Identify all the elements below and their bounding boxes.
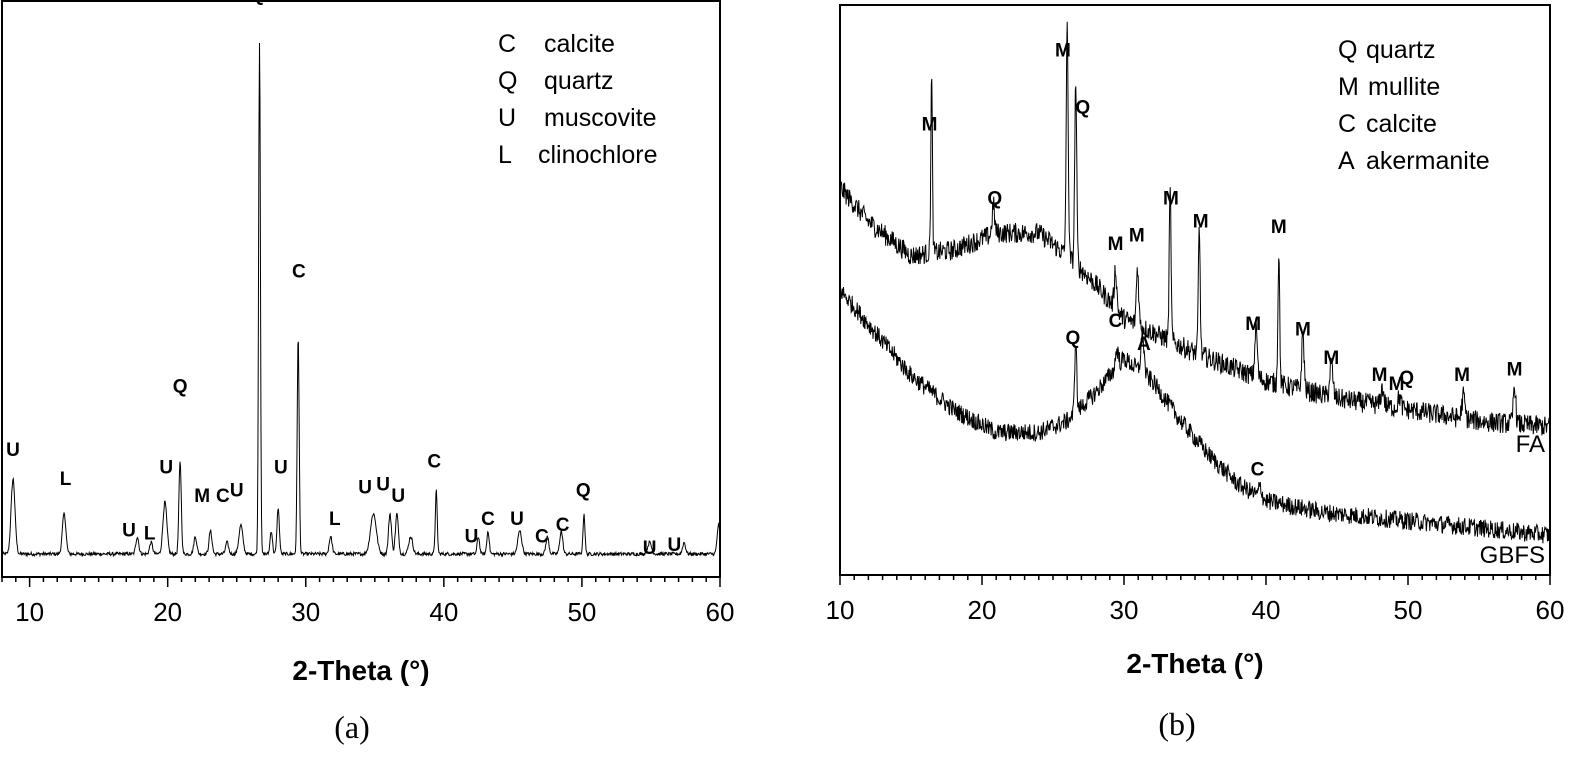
legend-b-name-akermanite: akermanite — [1366, 147, 1490, 175]
legend-b-name-calcite: calcite — [1366, 110, 1437, 138]
peak-label: M — [1389, 374, 1405, 395]
panel-b-gbfs-trace — [839, 286, 1551, 544]
peak-label: U — [159, 457, 173, 478]
peak-label: Q — [1075, 97, 1090, 118]
peak-label: L — [329, 509, 341, 530]
peak-label: M — [1108, 234, 1124, 255]
panel-b-caption: (b) — [1158, 706, 1195, 742]
peak-label: M — [1245, 314, 1261, 335]
peak-label: L — [60, 469, 72, 490]
legend-a-symbol-quartz: Q — [498, 67, 517, 95]
peak-label: U — [6, 440, 20, 461]
peak-label: C — [556, 515, 570, 536]
series-label-gbfs: GBFS — [1480, 542, 1545, 569]
panel-b-plot-frame — [839, 4, 1551, 576]
legend-a-name-quartz: quartz — [544, 67, 613, 95]
legend-a-symbol-muscovite: U — [498, 104, 516, 132]
peak-label: U — [465, 526, 479, 547]
legend-a-name-muscovite: muscovite — [544, 104, 657, 132]
peak-label: C — [427, 452, 441, 473]
legend-a-symbol-calcite: C — [498, 30, 516, 58]
peak-label: Q — [1066, 328, 1081, 349]
panel-b-legend: Q quartz M mullite C calcite A akermanit… — [1338, 36, 1490, 175]
panel-b-x-ticks — [839, 575, 1551, 585]
legend-b-symbol-quartz: Q — [1338, 36, 1357, 64]
legend-b-symbol-calcite: C — [1338, 110, 1356, 138]
panel-b-chart: 10 20 30 40 50 60 2-Theta (°) (b) Q quar… — [826, 4, 1565, 742]
peak-label: U — [376, 475, 390, 496]
peak-label: C — [535, 526, 549, 547]
panel-b-tick-label: 40 — [1252, 595, 1281, 625]
panel-b-tick-label: 20 — [968, 595, 997, 625]
legend-a-name-calcite: calcite — [544, 30, 615, 58]
peak-label: U — [668, 535, 682, 556]
panel-a-legend: C calcite Q quartz U muscovite L clinoch… — [498, 30, 658, 169]
peak-label: U — [122, 521, 136, 542]
peak-label: U — [643, 538, 657, 559]
panel-a-tick-label: 50 — [567, 597, 596, 627]
panel-a-tick-label: 20 — [153, 597, 182, 627]
peak-label: Q — [987, 189, 1002, 210]
series-label-fa: FA — [1516, 431, 1545, 458]
panel-b-x-axis-title: 2-Theta (°) — [1126, 648, 1263, 679]
peak-label: M — [1295, 320, 1311, 341]
peak-label: U — [391, 486, 405, 507]
panel-b-tick-labels: 10 20 30 40 50 60 — [826, 595, 1565, 625]
panel-a-tick-label: 30 — [291, 597, 320, 627]
peak-label: C — [1251, 459, 1265, 480]
legend-b-symbol-mullite: M — [1338, 73, 1359, 101]
panel-b-fa-trace — [839, 21, 1551, 436]
panel-a-chart: 10 20 30 40 50 60 2-Theta (°) (a) C calc… — [1, 0, 734, 745]
peak-label: Q — [173, 377, 188, 398]
peak-label: U — [510, 509, 524, 530]
panel-a-tick-label: 10 — [15, 597, 44, 627]
panel-b-tick-label: 30 — [1110, 595, 1139, 625]
panel-a-x-ticks — [1, 577, 721, 587]
peak-label: M — [1271, 217, 1287, 238]
legend-b-name-quartz: quartz — [1366, 36, 1435, 64]
panel-a-xrd-trace — [1, 42, 721, 558]
panel-a-caption: (a) — [334, 709, 370, 745]
peak-label: M — [922, 114, 938, 135]
peak-label: A — [1137, 334, 1151, 355]
peak-label: M — [1323, 348, 1339, 369]
peak-label: U — [274, 457, 288, 478]
panel-a-tick-label: 60 — [706, 597, 735, 627]
peak-label: M — [1507, 360, 1523, 381]
panel-a-tick-label: 40 — [429, 597, 458, 627]
peak-label: C — [216, 486, 230, 507]
peak-label: C — [481, 509, 495, 530]
peak-label: M — [1372, 365, 1388, 386]
peak-label: C — [292, 262, 306, 283]
peak-label: L — [144, 524, 156, 545]
panel-b-tick-label: 60 — [1536, 595, 1565, 625]
legend-a-symbol-clinochlore: L — [498, 141, 512, 169]
peak-label: M — [1055, 40, 1071, 61]
peak-label: M — [1163, 189, 1179, 210]
peak-label: Q — [1399, 368, 1414, 389]
peak-label: Q — [250, 0, 265, 6]
peak-label: U — [358, 478, 372, 499]
legend-a-name-clinochlore: clinochlore — [538, 141, 658, 169]
panel-b-tick-label: 50 — [1394, 595, 1423, 625]
panel-a-peak-labels: ULULUQMCUQUCLUUUCUCUCCQUU — [6, 0, 681, 559]
peak-label: M — [1454, 365, 1470, 386]
legend-b-name-mullite: mullite — [1368, 73, 1440, 101]
peak-label: Q — [576, 480, 591, 501]
peak-label: C — [1109, 311, 1123, 332]
panel-a-x-axis-title: 2-Theta (°) — [292, 655, 429, 686]
legend-b-symbol-akermanite: A — [1338, 147, 1355, 175]
peak-label: U — [230, 480, 244, 501]
panel-a-tick-labels: 10 20 30 40 50 60 — [15, 597, 734, 627]
peak-label: M — [1193, 211, 1209, 232]
peak-label: M — [194, 486, 210, 507]
panel-b-tick-label: 10 — [826, 595, 855, 625]
peak-label: M — [1129, 226, 1145, 247]
